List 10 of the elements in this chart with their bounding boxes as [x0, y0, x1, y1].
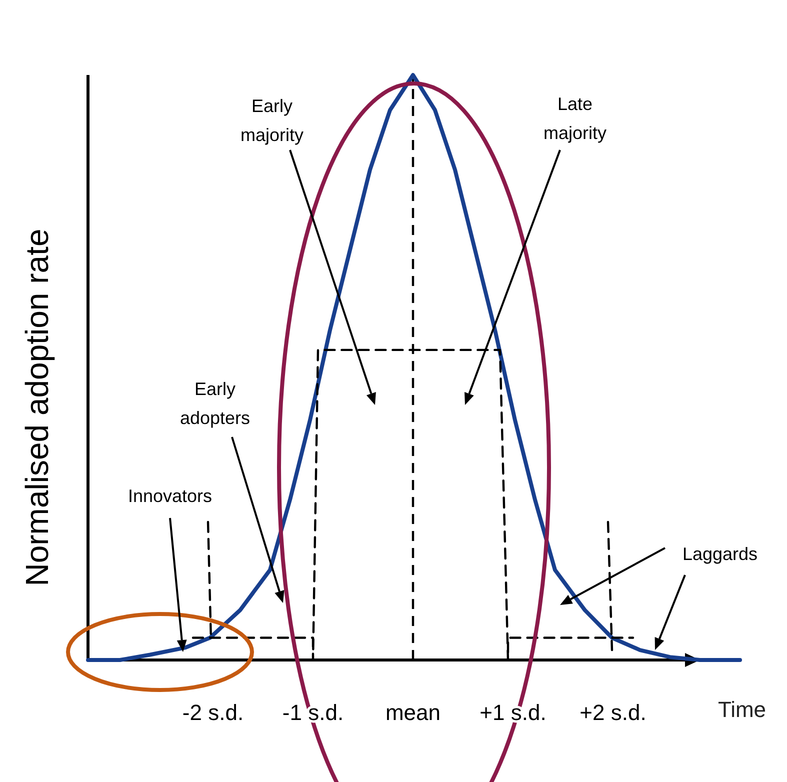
x-tick-label: -2 s.d.: [182, 700, 244, 725]
annotation: Early majority: [240, 96, 304, 145]
annotation: Laggards: [682, 544, 758, 564]
annotation: Late majority: [543, 94, 607, 143]
y-axis-title: Normalised adoption rate: [19, 228, 55, 586]
x-tick-label: mean: [385, 700, 441, 725]
x-axis-title: Time: [718, 697, 766, 722]
x-tick-label: +2 s.d.: [580, 700, 646, 725]
annotation: Early adopters: [180, 379, 250, 428]
annotation: Innovators: [128, 486, 212, 506]
